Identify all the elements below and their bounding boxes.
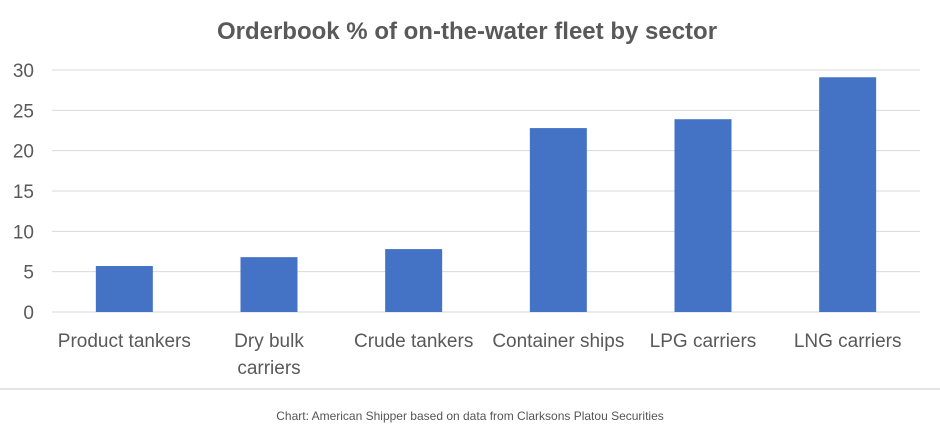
category-label: Container ships (492, 331, 624, 352)
bar (819, 77, 877, 312)
y-tick-label: 0 (23, 303, 34, 324)
category-label-line: Container ships (492, 331, 624, 352)
divider (0, 388, 940, 390)
category-label-line: Crude tankers (354, 331, 473, 352)
source-caption: Chart: American Shipper based on data fr… (276, 409, 664, 423)
category-label-line: Product tankers (58, 331, 191, 352)
gridlines (52, 69, 920, 313)
bar (240, 257, 298, 312)
category-label: LNG carriers (794, 331, 902, 352)
category-label: Dry bulk carriers (234, 331, 304, 379)
x-axis-categories: Product tankers Dry bulk carriers Crude tan… (58, 331, 902, 379)
y-tick-label: 15 (13, 182, 34, 203)
category-label-line: LPG carriers (650, 331, 757, 352)
y-tick-label: 25 (13, 101, 34, 122)
y-tick-label: 20 (13, 142, 34, 163)
chart-panel: Orderbook % of on-the-water fleet by sec… (12, 18, 920, 379)
category-label-line: Dry bulk (234, 331, 304, 352)
category-label: Crude tankers (354, 331, 473, 352)
category-label: Product tankers (58, 331, 191, 352)
bar (385, 249, 443, 312)
bar-chart: Orderbook % of on-the-water fleet by sec… (13, 18, 920, 379)
bar (674, 119, 732, 312)
chart-title: Orderbook % of on-the-water fleet by sec… (217, 18, 717, 45)
bar (529, 128, 587, 312)
caption-strip: Chart: American Shipper based on data fr… (0, 390, 940, 438)
y-axis-ticks: 0 5 10 15 20 25 30 (13, 61, 34, 324)
y-tick-label: 5 (23, 263, 34, 284)
y-tick-label: 10 (13, 222, 34, 243)
category-label: LPG carriers (650, 331, 757, 352)
bars (95, 77, 877, 312)
y-tick-label: 30 (13, 61, 34, 82)
bar (95, 266, 153, 312)
category-label-line: LNG carriers (794, 331, 902, 352)
category-label-line: carriers (237, 358, 300, 379)
